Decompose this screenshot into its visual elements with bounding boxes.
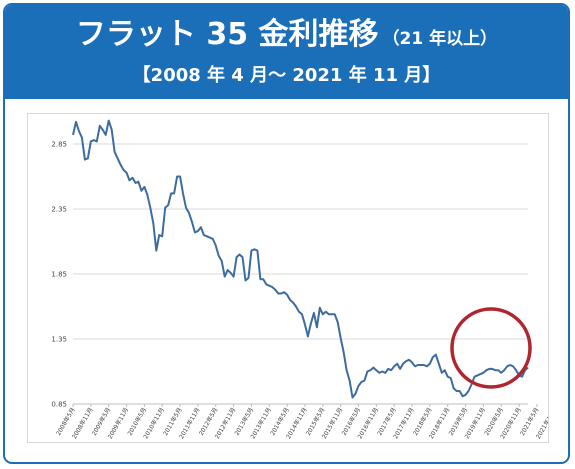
- highlight-circle: [450, 307, 532, 389]
- title-line: フラット 35 金利推移 （21 年以上）: [5, 17, 568, 57]
- y-tick-label: 1.85: [51, 271, 67, 279]
- y-tick-label: 0.85: [51, 401, 67, 409]
- period-label: 【2008 年 4 月～ 2021 年 11 月】: [132, 65, 441, 86]
- y-tick-label: 2.35: [51, 206, 67, 214]
- infographic-frame: フラット 35 金利推移 （21 年以上） 【2008 年 4 月～ 2021 年…: [3, 3, 570, 464]
- title-banner: フラット 35 金利推移 （21 年以上） 【2008 年 4 月～ 2021 年…: [5, 5, 568, 99]
- rate-line-chart: 0.851.351.852.352.852008年5月2008年11月2009年…: [51, 119, 548, 440]
- rate-series-line: [72, 119, 529, 399]
- chart-subtitle: （21 年以上）: [382, 29, 498, 49]
- y-tick-label: 2.85: [51, 141, 67, 149]
- chart-title: フラット 35 金利推移: [75, 17, 379, 52]
- y-tick-label: 1.35: [51, 336, 67, 344]
- chart-panel: 0.85 1.35 1.85 2.35 2.85 2008年5月 2008年11月 2009年…: [27, 113, 549, 443]
